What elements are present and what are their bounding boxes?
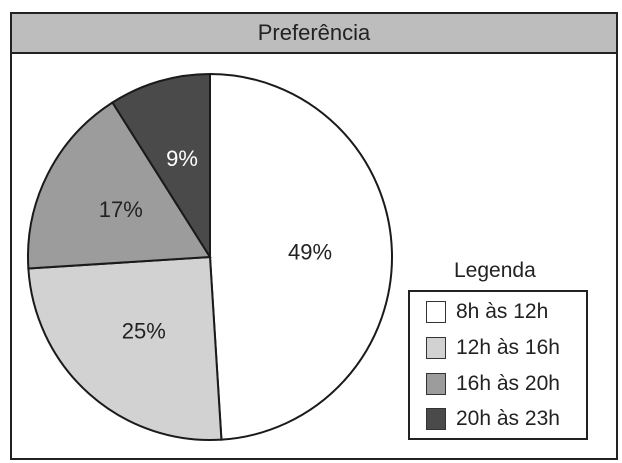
pie-slice-3 [111,72,211,261]
legend-swatch-1 [426,337,446,359]
legend-swatch-0 [426,301,446,323]
legend-swatch-2 [426,373,446,395]
slice-label-0: 49% [288,240,332,265]
legend: 8h às 12h 12h às 16h 16h às 20h 20h às 2… [408,290,588,440]
legend-title: Legenda [454,259,536,282]
legend-item-2: 16h às 20h [426,370,560,398]
legend-label-0: 8h às 12h [456,300,549,323]
legend-label-3: 20h às 23h [456,407,560,430]
slice-label-3: 9% [166,146,198,171]
pie-slice-0 [209,72,393,441]
legend-label-1: 12h às 16h [456,336,560,359]
slice-label-2: 17% [99,197,143,222]
slice-label-1: 25% [122,318,166,343]
pie-slice-2 [27,101,212,270]
chart-title: Preferência [12,14,616,54]
legend-swatch-3 [426,408,446,430]
legend-item-0: 8h às 12h [426,298,548,326]
legend-label-2: 16h às 20h [456,372,560,395]
pie-slice-1 [27,255,223,441]
legend-item-3: 20h às 23h [426,405,560,433]
legend-item-1: 12h às 16h [426,334,560,362]
